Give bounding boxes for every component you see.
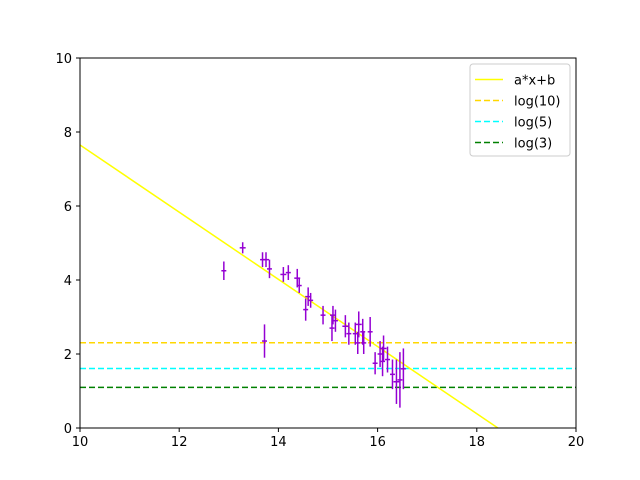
x-tick-label: 10 xyxy=(72,435,89,450)
data-point-19 xyxy=(352,322,358,345)
legend: a*x+b log(10) log(5) log(3) xyxy=(469,63,571,157)
x-tick-label: 16 xyxy=(369,435,386,450)
data-points xyxy=(221,242,406,408)
data-point-9 xyxy=(296,278,302,293)
x-axis: 10 12 14 16 18 20 xyxy=(72,428,585,450)
x-tick-label: 20 xyxy=(568,435,585,450)
fit-line-group xyxy=(80,144,500,428)
legend-label: log(3) xyxy=(514,137,552,152)
legend-box xyxy=(469,63,571,157)
data-point-30 xyxy=(390,359,395,390)
y-tick-label: 4 xyxy=(64,274,72,289)
data-point-29 xyxy=(385,346,390,373)
legend-label: log(10) xyxy=(514,95,561,110)
data-point-10 xyxy=(303,298,309,321)
data-point-32 xyxy=(397,352,403,408)
data-point-24 xyxy=(367,317,373,347)
data-point-31 xyxy=(393,359,400,404)
data-point-7 xyxy=(285,265,291,280)
x-tick-label: 12 xyxy=(171,435,188,450)
y-tick-label: 2 xyxy=(64,348,72,363)
data-point-1 xyxy=(239,242,246,254)
data-point-21 xyxy=(355,311,362,338)
data-point-14 xyxy=(329,315,335,342)
data-point-13 xyxy=(320,305,326,325)
reference-lines xyxy=(80,342,576,389)
data-point-4 xyxy=(263,252,269,268)
data-point-23 xyxy=(361,331,367,354)
y-tick-label: 8 xyxy=(64,126,72,141)
fit-line xyxy=(80,144,500,428)
x-tick-label: 18 xyxy=(469,435,486,450)
data-point-20 xyxy=(355,331,361,354)
data-point-17 xyxy=(342,315,349,338)
x-tick-label: 14 xyxy=(270,435,287,450)
data-point-16 xyxy=(332,309,338,332)
data-point-3 xyxy=(262,324,267,358)
y-axis: 0 2 4 6 8 10 xyxy=(55,52,80,437)
data-point-25 xyxy=(372,352,378,375)
data-point-28 xyxy=(380,335,387,362)
plot-frame xyxy=(79,57,577,429)
data-point-5 xyxy=(266,259,272,279)
data-point-33 xyxy=(400,348,406,390)
legend-label: a*x+b xyxy=(514,74,555,89)
y-tick-label: 0 xyxy=(64,422,72,437)
data-point-6 xyxy=(280,267,287,282)
data-point-18 xyxy=(346,322,352,345)
y-tick-label: 6 xyxy=(64,200,72,215)
data-point-12 xyxy=(308,292,314,308)
data-point-0 xyxy=(221,261,227,280)
y-tick-label: 10 xyxy=(55,52,72,67)
data-point-26 xyxy=(377,341,383,367)
legend-label: log(5) xyxy=(514,116,552,131)
